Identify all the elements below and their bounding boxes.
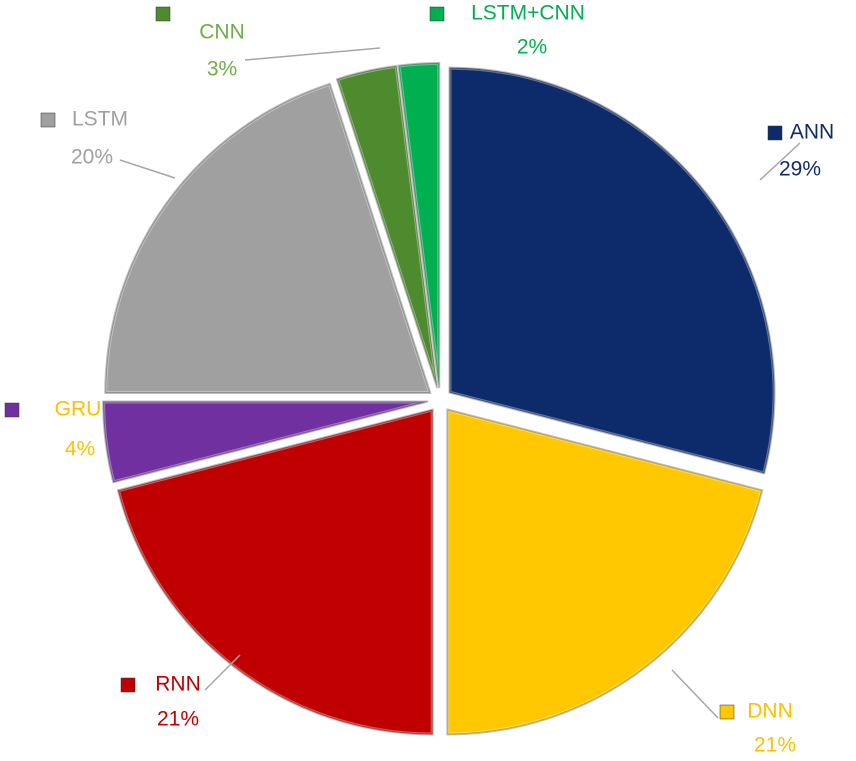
legend-marker xyxy=(40,112,56,128)
value-label: 20% xyxy=(71,146,113,169)
slice-bevel xyxy=(102,400,429,484)
legend-marker xyxy=(155,6,171,22)
pie-slice xyxy=(447,65,777,476)
leader-line xyxy=(671,669,719,719)
pie-slice xyxy=(334,63,440,389)
category-label: GRU xyxy=(55,398,102,421)
legend-marker xyxy=(719,704,735,720)
slice-bevel xyxy=(104,82,432,394)
legend-marker xyxy=(4,402,20,418)
pie-slice xyxy=(445,406,765,737)
slice-bevel xyxy=(448,66,776,475)
value-label: 4% xyxy=(65,438,95,461)
value-label: 21% xyxy=(157,708,199,731)
category-label: ANN xyxy=(790,121,834,144)
legend-marker xyxy=(429,6,445,22)
pie-slice xyxy=(396,61,442,389)
pie-slice xyxy=(115,406,435,737)
leader-line xyxy=(204,654,241,691)
slice-bevel xyxy=(335,64,439,389)
category-label: RNN xyxy=(155,673,201,696)
category-label: LSTM xyxy=(72,108,128,131)
pie-slice xyxy=(101,399,429,485)
slice-bevel xyxy=(116,408,434,736)
category-label: LSTM+CNN xyxy=(471,2,585,25)
category-label: CNN xyxy=(199,21,245,44)
value-label: 3% xyxy=(207,58,237,81)
category-label: DNN xyxy=(747,700,793,723)
leader-line xyxy=(119,159,176,179)
value-label: 21% xyxy=(754,734,796,757)
legend-marker xyxy=(120,677,136,693)
pie-slice xyxy=(103,81,434,395)
value-label: 29% xyxy=(779,158,821,181)
value-label: 2% xyxy=(517,36,547,59)
leader-line xyxy=(759,142,801,181)
slice-bevel xyxy=(446,408,764,736)
leader-line xyxy=(244,47,381,61)
slice-bevel xyxy=(397,62,441,389)
legend-marker xyxy=(767,125,783,141)
